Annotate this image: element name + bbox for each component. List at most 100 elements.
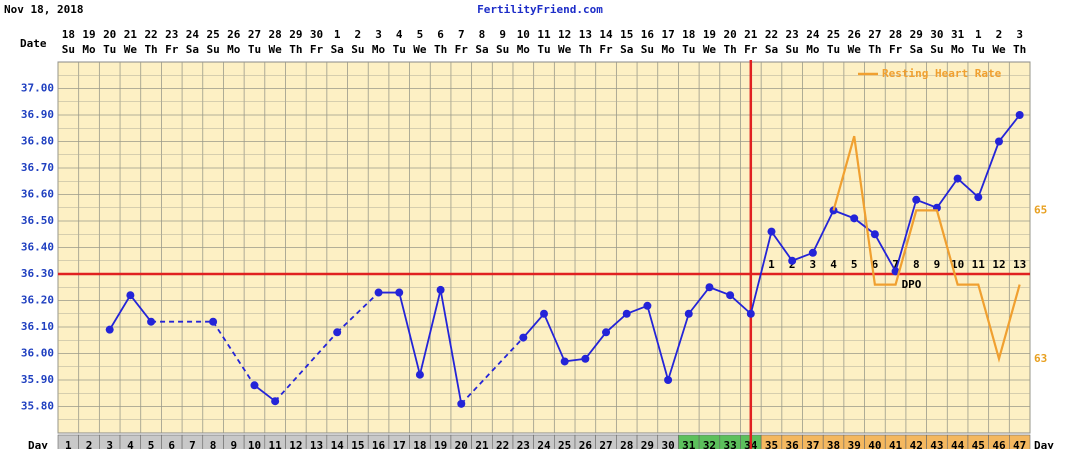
day-cell [616,434,638,449]
weekday-label: We [558,43,572,56]
day-cell [781,434,803,449]
cycle-day: 16 [372,439,386,449]
weekday-label: We [992,43,1006,56]
temperature-point [788,256,797,265]
day-cell [698,434,721,449]
dpo-label: DPO [902,278,922,291]
day-cell [636,434,659,449]
weekday-label: Tu [537,43,550,56]
cycle-day: 28 [620,439,633,449]
cycle-day: 23 [517,439,530,449]
temperature-point [643,301,652,310]
weekday-label: Th [724,43,737,56]
cycle-day: 22 [496,439,509,449]
legend-label: Resting Heart Rate [882,67,1002,80]
day-cell [533,434,555,449]
weekday-label: Mo [82,43,96,56]
cycle-day: 26 [579,439,593,449]
temperature-point [126,291,135,300]
date-label: 7 [458,28,465,41]
y-tick-label: 36.50 [21,214,54,227]
temperature-point [540,309,548,318]
cycle-day: 10 [248,439,261,449]
weekday-label: Mo [806,43,820,56]
cycle-day: 11 [269,439,283,449]
weekday-label: Mo [661,43,675,56]
weekday-label: Tu [682,43,695,56]
gap-connector [212,321,256,386]
weekday-label: Su [786,43,799,56]
temperature-point [726,291,735,300]
y-tick-label: 36.70 [21,161,54,174]
gap-connector [336,291,380,333]
dpo-number: 9 [934,258,941,271]
date-label: 1 [975,28,982,41]
y-tick-label: 36.90 [21,108,54,121]
temperature-point [147,317,156,326]
day-cell [243,434,266,449]
cycle-day: 20 [455,439,468,449]
day-cell [926,434,948,449]
dpo-number: 7 [892,258,899,271]
cycle-day: 21 [475,439,489,449]
temperature-point [436,285,445,294]
weekday-label: Sa [475,43,488,56]
date-label: 10 [517,28,530,41]
date-label: 17 [661,28,674,41]
weekday-label: Su [930,43,943,56]
y-tick-label: 36.00 [21,347,54,360]
date-label: 12 [558,28,571,41]
temperature-point [850,214,859,223]
y-tick-label: 36.60 [21,188,54,201]
date-label: 19 [703,28,716,41]
cycle-day: 44 [951,439,965,449]
weekday-label: Su [641,43,654,56]
cycle-day: 41 [889,439,903,449]
weekday-label: Sa [186,43,199,56]
date-label: 8 [479,28,486,41]
date-label: 23 [165,28,178,41]
weekday-label: Th [579,43,592,56]
y-tick-label: 35.90 [21,373,54,386]
day-cell [1009,434,1031,449]
cycle-day: 31 [682,439,696,449]
temperature-point [374,288,383,297]
weekday-label: Mo [372,43,386,56]
cycle-day: 12 [289,439,302,449]
date-label: 23 [786,28,799,41]
date-label: 20 [724,28,737,41]
dpo-number: 10 [951,258,964,271]
cycle-day: 25 [558,439,571,449]
weekday-label: Mo [517,43,531,56]
day-cell [140,434,162,449]
date-label: 21 [124,28,138,41]
date-label: 24 [186,28,200,41]
temperature-point [622,309,631,318]
day-cell [326,434,348,449]
heart-rate-line [832,135,1021,363]
cycle-day: 37 [806,439,819,449]
day-cell [719,434,741,449]
cycle-day: 6 [168,439,175,449]
date-label: 14 [599,28,613,41]
cycle-day: 36 [786,439,800,449]
y2-tick-label: 63 [1034,352,1047,365]
date-label: 15 [620,28,633,41]
cycle-day: 42 [910,439,923,449]
weekday-label: We [703,43,717,56]
day-cell [512,434,534,449]
temperature-point [974,193,983,202]
date-label: 22 [144,28,157,41]
weekday-label: Su [496,43,509,56]
cycle-day: 9 [230,439,237,449]
day-cell [554,434,576,449]
day-cell [450,434,472,449]
date-label: 29 [910,28,923,41]
date-label: 28 [889,28,902,41]
day-cell [119,434,142,449]
temperature-point [560,357,569,366]
cycle-day: 15 [351,439,364,449]
day-cell [367,434,390,449]
day-cell [264,434,286,449]
cycle-day: 17 [393,439,406,449]
